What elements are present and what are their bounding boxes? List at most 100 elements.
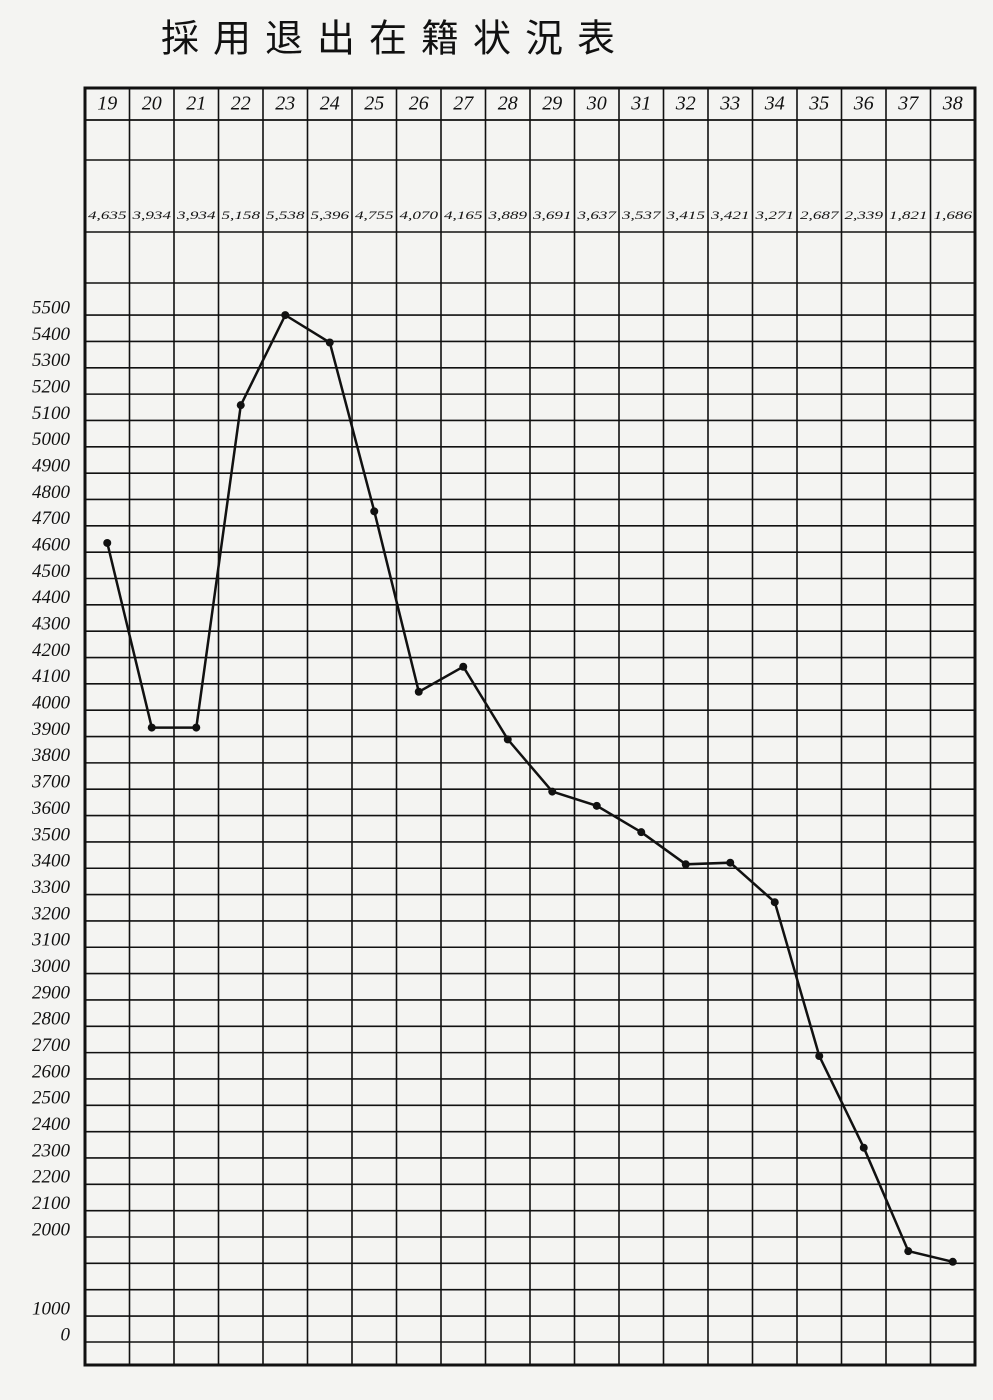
value-label: 4,165 xyxy=(444,208,483,222)
x-tick-label: 23 xyxy=(275,93,295,115)
value-label: 3,637 xyxy=(576,208,617,222)
y-tick-label: 2700 xyxy=(32,1035,71,1056)
data-point xyxy=(370,507,379,516)
value-label: 3,271 xyxy=(754,208,794,222)
data-point xyxy=(147,723,156,732)
y-tick-label: 2000 xyxy=(32,1219,71,1240)
y-tick-label: 2200 xyxy=(32,1167,71,1188)
data-point xyxy=(459,662,468,671)
y-tick-label: 4900 xyxy=(32,455,71,476)
value-label: 4,635 xyxy=(88,208,127,222)
data-point xyxy=(281,311,290,320)
y-tick-label: 5500 xyxy=(32,297,71,318)
y-tick-label: 4200 xyxy=(32,640,71,661)
x-tick-label: 32 xyxy=(675,93,696,115)
data-point xyxy=(637,828,646,837)
y-tick-label: 5200 xyxy=(32,376,71,397)
data-point xyxy=(726,858,735,867)
y-tick-label: 3600 xyxy=(31,798,71,819)
y-tick-label: 3400 xyxy=(31,851,71,872)
y-tick-label: 4500 xyxy=(32,561,71,582)
value-label: 4,755 xyxy=(355,208,394,222)
y-tick-label: 3900 xyxy=(31,719,71,740)
y-tick-label: 0 xyxy=(61,1324,71,1345)
value-label: 5,158 xyxy=(222,208,261,222)
x-tick-label: 34 xyxy=(764,93,785,115)
y-tick-label: 5400 xyxy=(32,324,71,345)
value-label: 1,821 xyxy=(889,208,928,222)
chart-title: 採用退出在籍状況表 xyxy=(161,17,629,61)
y-tick-label: 3300 xyxy=(31,877,71,898)
x-tick-label: 27 xyxy=(453,93,474,115)
y-tick-label: 3000 xyxy=(31,956,71,977)
data-point xyxy=(503,735,512,744)
x-tick-label: 29 xyxy=(542,93,562,115)
y-tick-label: 2900 xyxy=(32,982,71,1003)
y-tick-label: 3500 xyxy=(31,824,71,845)
x-tick-label: 26 xyxy=(409,93,429,115)
data-line xyxy=(106,313,954,1264)
y-tick-label: 4300 xyxy=(32,614,71,635)
y-tick-label: 4600 xyxy=(32,535,71,556)
y-tick-label: 2800 xyxy=(32,1009,71,1030)
x-tick-label: 37 xyxy=(897,93,919,115)
x-tick-label: 19 xyxy=(97,93,117,115)
value-label: 5,538 xyxy=(266,208,305,222)
y-tick-label: 5100 xyxy=(32,403,71,424)
x-tick-label: 24 xyxy=(320,93,340,115)
y-tick-label: 1000 xyxy=(32,1298,71,1319)
y-tick-label: 3800 xyxy=(31,745,71,766)
x-tick-label: 30 xyxy=(586,93,607,115)
value-label: 2,687 xyxy=(800,208,840,222)
data-point xyxy=(681,860,690,869)
x-tick-label: 25 xyxy=(364,93,384,115)
data-point xyxy=(904,1247,913,1256)
data-point xyxy=(192,723,201,732)
y-tick-label: 4800 xyxy=(32,482,71,503)
y-tick-label: 2100 xyxy=(32,1193,71,1214)
y-tick-label: 3100 xyxy=(31,930,71,951)
data-point xyxy=(770,898,779,907)
value-label: 4,070 xyxy=(400,208,439,222)
data-point xyxy=(414,687,423,696)
value-label: 3,691 xyxy=(532,208,572,222)
y-tick-label: 4400 xyxy=(32,587,71,608)
y-tick-label: 4100 xyxy=(32,666,71,687)
x-tick-label: 36 xyxy=(853,93,874,115)
x-tick-label: 33 xyxy=(719,93,740,115)
y-tick-label: 5000 xyxy=(32,429,71,450)
data-point xyxy=(103,538,112,547)
value-label: 3,889 xyxy=(487,208,527,222)
value-label: 5,396 xyxy=(311,208,350,222)
data-point xyxy=(236,401,245,410)
value-label: 3,415 xyxy=(665,208,705,222)
y-tick-label: 2600 xyxy=(32,1061,71,1082)
x-tick-label: 28 xyxy=(498,93,518,115)
x-tick-label: 20 xyxy=(142,93,162,115)
y-tick-label: 3700 xyxy=(31,772,71,793)
x-tick-label: 22 xyxy=(231,93,251,115)
data-point xyxy=(815,1052,824,1061)
data-point xyxy=(592,801,601,810)
y-tick-label: 3200 xyxy=(31,903,71,924)
y-tick-label: 4700 xyxy=(32,508,71,529)
data-point xyxy=(325,338,334,347)
value-label: 3,934 xyxy=(176,208,216,222)
value-label: 3,537 xyxy=(621,208,662,222)
value-label: 1,686 xyxy=(934,208,973,222)
data-point xyxy=(948,1257,957,1266)
x-tick-label: 31 xyxy=(630,93,651,115)
x-tick-label: 35 xyxy=(808,93,829,115)
y-tick-label: 2500 xyxy=(32,1088,71,1109)
y-tick-label: 4000 xyxy=(32,693,71,714)
data-point xyxy=(548,787,557,796)
x-tick-label: 21 xyxy=(186,93,206,115)
data-point xyxy=(859,1143,868,1152)
y-tick-label: 2400 xyxy=(32,1114,71,1135)
value-label: 3,934 xyxy=(131,208,171,222)
x-tick-label: 38 xyxy=(942,93,963,115)
y-tick-label: 2300 xyxy=(32,1140,71,1161)
y-tick-label: 5300 xyxy=(32,350,71,371)
value-label: 3,421 xyxy=(710,208,750,222)
